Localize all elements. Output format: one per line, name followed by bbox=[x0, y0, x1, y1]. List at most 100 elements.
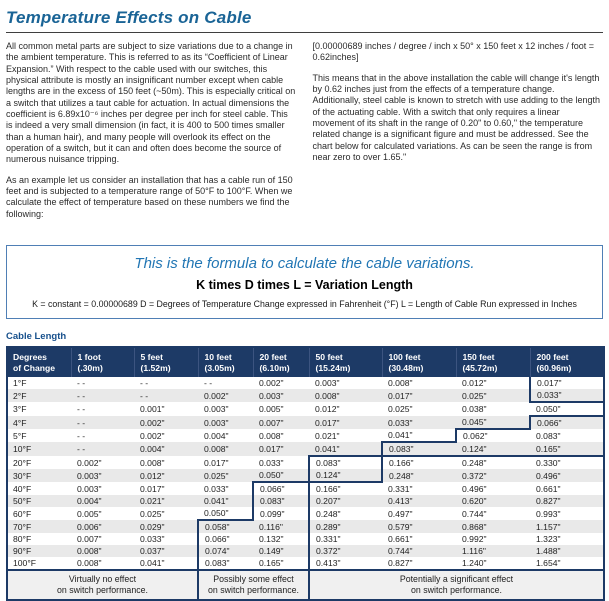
row-label: 2°F bbox=[13, 390, 27, 401]
value-cell: 0.166" bbox=[389, 458, 414, 469]
column-header: 10 feet (3.05m) bbox=[197, 347, 253, 378]
value-cell: 0.372" bbox=[462, 470, 487, 481]
value-cell: 0.017" bbox=[259, 444, 284, 455]
value-cell: 0.037" bbox=[134, 545, 199, 558]
value-cell: 0.083" bbox=[309, 456, 383, 470]
value-cell: 0.017" bbox=[315, 417, 340, 428]
row-label: 50°F bbox=[13, 496, 32, 507]
value-cell: - - bbox=[77, 378, 86, 389]
table-row: 30°F 0.003" 0.012" 0.025" 0.050" 0.124" 0.248"… bbox=[7, 469, 604, 484]
value-cell: 0.207" bbox=[316, 496, 341, 507]
value-cell: 0.058" bbox=[205, 522, 230, 533]
table-row: 3°F - - 0.001" 0.003" 0.005" 0.012" 0.025" 0.03… bbox=[7, 402, 604, 418]
value-cell: 0.002" bbox=[259, 378, 284, 389]
value-cell: 0.579" bbox=[388, 521, 413, 532]
formula-equation: K times D times L = Variation Length bbox=[196, 278, 413, 292]
zone-label: Virtually no effect on switch performance… bbox=[7, 569, 198, 600]
value-cell: 0.248" bbox=[316, 508, 341, 519]
row-label: 3°F bbox=[13, 404, 27, 415]
value-cell: 0.025" bbox=[204, 470, 229, 481]
value-cell: 0.496" bbox=[536, 470, 561, 481]
table-row: 80°F 0.007" 0.033" 0.066" 0.132" 0.331" 0.661"… bbox=[7, 533, 604, 546]
value-cell: 0.066" bbox=[253, 482, 310, 496]
value-cell: 0.003" bbox=[315, 378, 340, 389]
column-header: 200 feet (60.96m) bbox=[529, 347, 604, 378]
value-cell: 0.868" bbox=[462, 521, 487, 532]
value-cell: 0.033" bbox=[530, 389, 604, 404]
value-cell: 0.116" bbox=[253, 520, 310, 534]
value-cell: 0.165" bbox=[253, 557, 310, 571]
value-cell: 0.004" bbox=[77, 496, 102, 507]
value-cell: - - bbox=[77, 444, 86, 455]
value-cell: 0.012" bbox=[456, 377, 531, 390]
zone-label: Possibly some effect on switch performanc… bbox=[197, 569, 309, 600]
value-cell: 0.083" bbox=[382, 442, 456, 458]
value-cell: 0.002" bbox=[140, 430, 165, 441]
row-label: 40°F bbox=[13, 483, 32, 494]
value-cell: 0.149" bbox=[253, 545, 310, 558]
row-label: 5°F bbox=[13, 430, 27, 441]
value-cell: 0.008" bbox=[204, 444, 229, 455]
value-cell: 0.017" bbox=[140, 483, 165, 494]
value-cell: 0.045" bbox=[456, 416, 531, 431]
value-cell: 0.003" bbox=[204, 404, 229, 415]
value-cell: 0.002" bbox=[204, 390, 229, 401]
column-header: 150 feet (45.72m) bbox=[455, 347, 530, 378]
value-cell: 0.033" bbox=[134, 533, 199, 546]
value-cell: 0.331" bbox=[316, 534, 341, 545]
column-header: 20 feet (6.10m) bbox=[252, 347, 309, 378]
value-cell: 0.083" bbox=[253, 495, 310, 508]
row-label: 10°F bbox=[13, 444, 32, 455]
value-cell: 0.017" bbox=[204, 457, 229, 468]
value-cell: 0.248" bbox=[389, 470, 414, 481]
value-cell: 0.083" bbox=[536, 430, 561, 441]
value-cell: 0.017" bbox=[537, 378, 562, 389]
value-cell: 0.050" bbox=[198, 507, 254, 522]
value-cell: 0.166" bbox=[316, 484, 341, 495]
value-cell: 0.124" bbox=[309, 469, 383, 484]
table-row: 4°F - - 0.002" 0.003" 0.007" 0.017" 0.033" 0.04… bbox=[7, 416, 604, 431]
value-cell: 0.021" bbox=[315, 430, 340, 441]
table-row: 1°F - - - - - - 0.002" 0.003" 0.008" 0.012" 0.01… bbox=[7, 377, 604, 390]
value-cell: 0.661" bbox=[388, 534, 413, 545]
value-cell: 0.004" bbox=[140, 444, 165, 455]
column-header: 50 feet (15.24m) bbox=[308, 347, 382, 378]
value-cell: 0.248" bbox=[462, 458, 487, 469]
value-cell: 0.041" bbox=[134, 557, 199, 571]
value-cell: 0.033" bbox=[253, 456, 310, 470]
value-cell: 1.116" bbox=[462, 546, 486, 557]
value-cell: 0.330" bbox=[536, 458, 561, 469]
title-rule bbox=[6, 32, 603, 33]
row-label: 90°F bbox=[13, 546, 32, 557]
value-cell: 0.413" bbox=[316, 558, 341, 569]
value-cell: 0.038" bbox=[462, 404, 487, 415]
value-cell: - - bbox=[140, 390, 149, 401]
intro-paragraph-3: This means that in the above installatio… bbox=[312, 72, 601, 162]
value-cell: 0.002" bbox=[77, 457, 102, 468]
table-row: 40°F 0.003" 0.017" 0.033" 0.066" 0.166" 0.331"… bbox=[7, 482, 604, 496]
formula-legend: K = constant = 0.00000689 D = Degrees of… bbox=[32, 299, 577, 309]
value-cell: 0.661" bbox=[536, 483, 561, 494]
row-label: 1°F bbox=[13, 378, 27, 389]
table-section-label: Cable Length bbox=[6, 331, 67, 342]
column-header: 100 feet (30.48m) bbox=[381, 347, 456, 378]
value-cell: 0.025" bbox=[456, 389, 531, 403]
value-cell: 0.620" bbox=[462, 496, 487, 507]
value-cell: 0.041" bbox=[198, 495, 254, 508]
value-cell: 0.008" bbox=[77, 546, 102, 557]
value-cell: 1.654" bbox=[536, 558, 561, 569]
value-cell: 0.017" bbox=[388, 390, 413, 401]
table-row: 100°F 0.008" 0.041" 0.083" 0.165" 0.413" 0.827… bbox=[7, 557, 604, 571]
value-cell: 0.372" bbox=[316, 546, 341, 557]
value-cell: - - bbox=[77, 404, 86, 415]
value-cell: 0.289" bbox=[316, 521, 341, 532]
value-cell: 0.012" bbox=[140, 470, 165, 481]
value-cell: 0.008" bbox=[140, 457, 165, 468]
value-cell: 0.066" bbox=[205, 534, 230, 545]
intro-paragraph-1: All common metal parts are subject to si… bbox=[6, 41, 296, 165]
value-cell: 0.033" bbox=[198, 482, 254, 496]
value-cell: 0.008" bbox=[388, 378, 413, 389]
value-cell: - - bbox=[77, 390, 86, 401]
value-cell: 0.021" bbox=[140, 496, 165, 507]
